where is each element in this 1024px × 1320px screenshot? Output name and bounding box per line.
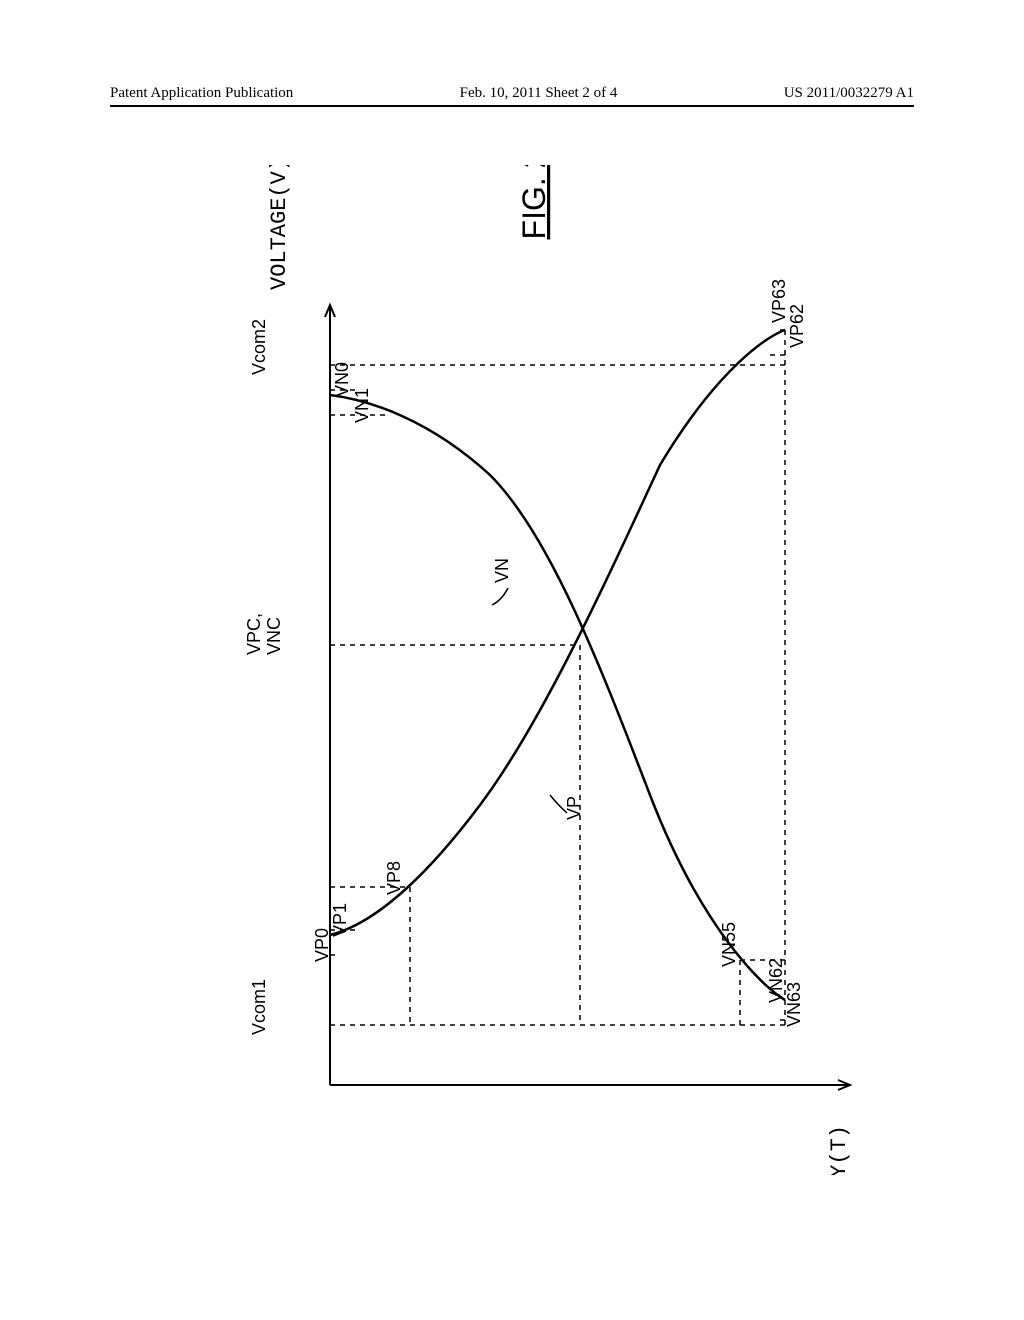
label-vn63: VN63 — [784, 982, 804, 1027]
label-vp63: VP63 — [769, 279, 789, 323]
curve-vn — [330, 395, 785, 1000]
label-vpc1: VPC, — [244, 613, 264, 655]
figure-title: FIG. 2 — [516, 165, 552, 239]
chart-svg: FIG. 2 VOLTAGE(V) TRANSMISSIVITY(T) Vcom… — [230, 165, 860, 1175]
page-header: Patent Application Publication Feb. 10, … — [110, 85, 914, 107]
label-vn1: VN1 — [352, 388, 372, 423]
label-vn62: VN62 — [766, 958, 786, 1003]
figure-area: FIG. 2 VOLTAGE(V) TRANSMISSIVITY(T) Vcom… — [230, 165, 860, 1175]
label-vp8: VP8 — [384, 861, 404, 895]
label-vcom1: Vcom1 — [249, 979, 269, 1035]
header-center: Feb. 10, 2011 Sheet 2 of 4 — [460, 85, 618, 102]
label-vpc2: VNC — [264, 617, 284, 655]
label-vp62: VP62 — [787, 304, 807, 348]
label-vp0: VP0 — [312, 928, 332, 962]
label-vcom2: Vcom2 — [249, 319, 269, 375]
curve-vp — [330, 330, 785, 935]
label-vn: VN — [492, 558, 512, 583]
leader-vn — [492, 588, 508, 605]
header-left: Patent Application Publication — [110, 85, 293, 102]
x-axis-label: TRANSMISSIVITY(T) — [827, 1125, 852, 1175]
label-vp: VP — [564, 796, 584, 820]
header-right: US 2011/0032279 A1 — [784, 85, 914, 102]
label-vn0: VN0 — [332, 362, 352, 397]
y-axis-label: VOLTAGE(V) — [267, 165, 292, 290]
